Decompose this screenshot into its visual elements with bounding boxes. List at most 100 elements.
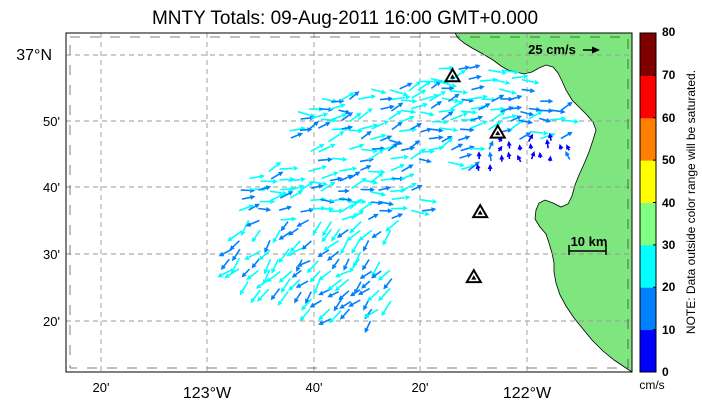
current-vector-shaft <box>380 106 391 110</box>
colorbar-segment <box>640 202 656 246</box>
current-vector-shaft <box>323 228 333 240</box>
colorbar-segment <box>640 287 656 331</box>
current-vector-head <box>248 204 255 210</box>
current-vector-shaft <box>390 156 404 160</box>
current-vector-shaft <box>521 78 535 83</box>
colorbar-tick-label: 0 <box>662 365 669 379</box>
current-vector-head <box>341 113 348 118</box>
current-vector-head <box>227 236 233 242</box>
current-vector-shaft <box>560 133 570 140</box>
current-vector-head <box>511 90 517 95</box>
current-vector-shaft <box>290 247 303 255</box>
current-vector-shaft <box>228 268 240 277</box>
current-vector-head <box>323 245 329 251</box>
lat-label: 40' <box>43 180 60 195</box>
current-vector-head <box>366 165 372 170</box>
current-vector-head <box>361 283 367 289</box>
current-vector-shaft <box>300 259 311 266</box>
current-vector-head <box>429 111 435 117</box>
current-vector-shaft <box>330 114 343 121</box>
current-vector-shaft <box>306 291 312 301</box>
current-vector-head <box>322 181 328 187</box>
current-vector-head <box>347 197 353 203</box>
current-vector-head <box>288 285 294 291</box>
current-vector-head <box>498 94 505 100</box>
current-vector-shaft <box>280 218 292 221</box>
current-vector-head <box>347 112 354 117</box>
current-vector-shaft <box>510 116 520 122</box>
current-vector-head <box>514 69 520 75</box>
current-vector-shaft <box>510 96 519 101</box>
current-vector-shaft <box>355 281 362 291</box>
current-vector-head <box>517 144 523 150</box>
current-vector-shaft <box>383 300 392 313</box>
current-vector-shaft <box>338 270 350 277</box>
current-vector-shaft <box>368 151 380 161</box>
current-vector-shaft <box>419 111 431 115</box>
current-vector-shaft <box>378 187 388 192</box>
current-vector-head <box>407 82 413 88</box>
current-vector-shaft <box>268 164 278 173</box>
current-vector-shaft <box>321 118 333 121</box>
lat-label: 50' <box>43 114 60 129</box>
current-vector-head <box>425 81 432 86</box>
current-vector-head <box>472 109 478 115</box>
current-vector-head <box>363 246 368 252</box>
colorbar: 80 70 60 50 40 30 20 10 0 NOTE: Data out… <box>639 25 698 392</box>
current-vector-head <box>333 171 339 177</box>
current-vector-shaft <box>338 198 349 201</box>
current-vector-shaft <box>295 291 302 301</box>
current-vector-head <box>516 94 523 100</box>
current-vector-shaft <box>371 201 380 204</box>
current-vector-head <box>362 264 367 271</box>
current-vector-head <box>464 135 471 141</box>
current-vector-head <box>537 151 543 158</box>
current-vector-head <box>482 120 488 126</box>
current-vector-head <box>318 275 324 281</box>
current-vector-head <box>359 274 366 279</box>
current-vector-shaft <box>330 290 339 297</box>
current-vector-head <box>278 235 285 240</box>
current-vector-shaft <box>318 145 331 153</box>
lon-label: 123°W <box>183 385 232 402</box>
current-vector-head <box>462 112 469 117</box>
current-vector-head <box>245 222 252 227</box>
current-vector-shaft <box>370 88 383 93</box>
current-vector-shaft <box>308 166 322 173</box>
current-vector-shaft <box>282 221 289 229</box>
current-vector-shaft <box>241 281 249 292</box>
current-vector-head <box>497 145 503 152</box>
current-vector-head <box>250 297 256 304</box>
current-vector-shaft <box>399 83 410 90</box>
current-vector-shaft <box>272 259 279 270</box>
current-vector-shaft <box>400 109 412 113</box>
current-vector-shaft <box>373 261 381 273</box>
current-vector-head <box>449 65 455 71</box>
current-vector-shaft <box>379 98 390 101</box>
current-vector-shaft <box>521 88 532 92</box>
current-vector-shaft <box>270 195 281 202</box>
current-vector-shaft <box>379 200 390 205</box>
current-vector-head <box>278 171 284 177</box>
colorbar-segment <box>640 244 656 288</box>
current-vector-head <box>403 154 409 160</box>
current-vector-head <box>348 302 354 307</box>
current-vector-shaft <box>370 135 383 141</box>
coastline-land <box>454 33 632 372</box>
current-vector-shaft <box>264 269 271 281</box>
current-vector-head <box>344 188 350 194</box>
current-vector-shaft <box>358 203 370 213</box>
current-vector-shaft <box>440 140 450 149</box>
current-vector-shaft <box>460 128 471 131</box>
current-vector-head <box>286 205 293 211</box>
current-vector-head <box>431 207 437 213</box>
current-vector-shaft <box>380 269 391 279</box>
current-vector-head <box>459 162 465 168</box>
current-vector-shaft <box>319 108 330 111</box>
current-vector-shaft <box>359 159 370 163</box>
current-vector-shaft <box>248 204 257 211</box>
current-vector-shaft <box>288 186 300 192</box>
current-vector-shaft <box>348 172 358 180</box>
current-vector-head <box>397 140 403 146</box>
current-vector-head <box>367 296 373 302</box>
